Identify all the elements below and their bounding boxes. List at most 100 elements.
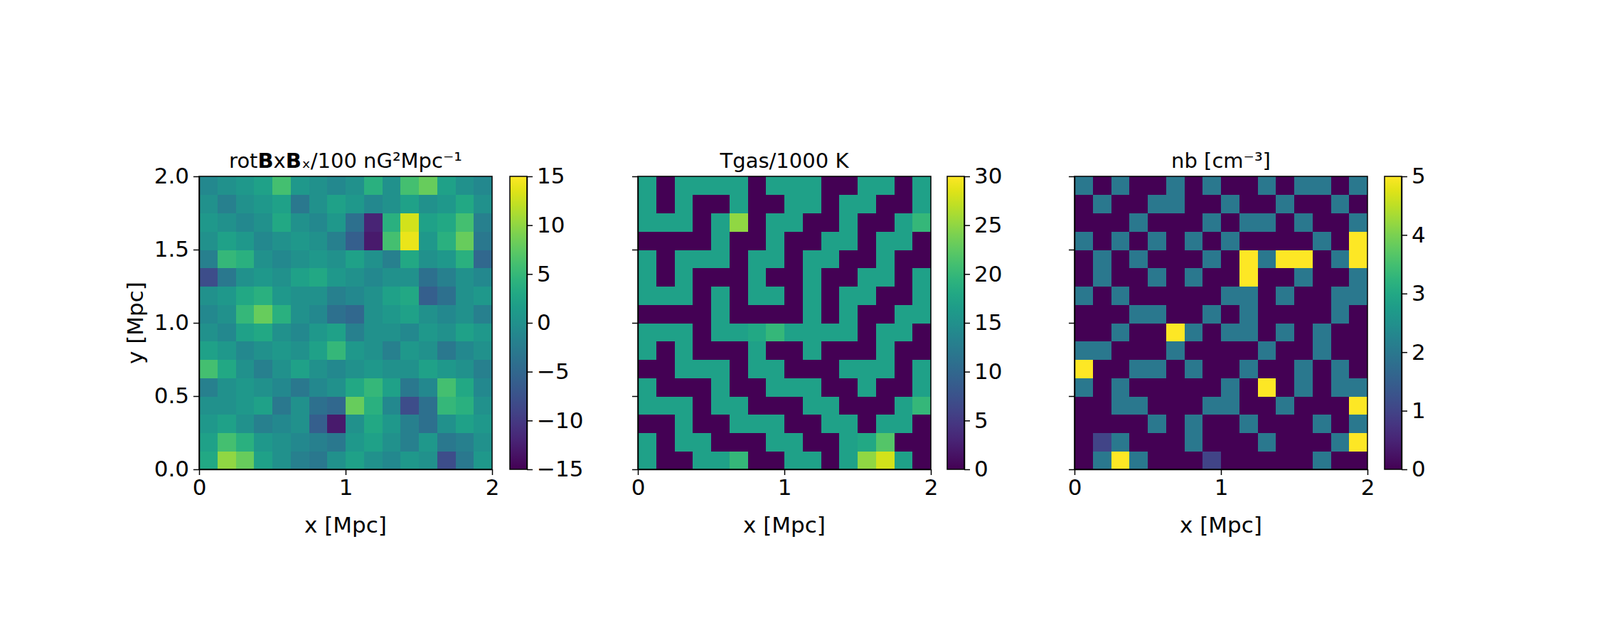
cell — [1147, 194, 1167, 214]
cell — [821, 450, 840, 470]
cell — [876, 249, 895, 269]
cell — [364, 176, 383, 195]
cell — [1312, 213, 1332, 232]
cell — [1147, 213, 1167, 232]
cell — [729, 268, 749, 287]
cell — [217, 286, 237, 306]
tick: 25 — [964, 211, 1002, 238]
tick-label: 0 — [974, 455, 989, 482]
cell — [418, 304, 438, 323]
cell — [1111, 377, 1130, 397]
cell — [1111, 286, 1130, 306]
cell — [473, 194, 493, 214]
cell — [1129, 359, 1148, 379]
cell — [839, 450, 858, 470]
cell — [1257, 450, 1277, 470]
cell — [217, 377, 237, 397]
tick-label: 1 — [1411, 397, 1426, 424]
tick-mark — [526, 273, 533, 276]
tick-mark — [526, 469, 533, 471]
cell — [912, 450, 931, 470]
cell — [418, 176, 438, 195]
cell — [473, 231, 493, 250]
cell — [748, 433, 767, 452]
tick-mark — [1401, 469, 1408, 471]
cell — [802, 304, 822, 323]
cell — [1092, 213, 1112, 232]
tick: 2 — [485, 469, 500, 500]
cell — [656, 450, 675, 470]
tick-mark — [1401, 234, 1408, 237]
cell — [839, 268, 858, 287]
cell — [473, 450, 493, 470]
cell — [1074, 396, 1093, 415]
cell — [327, 176, 346, 195]
cell — [1147, 341, 1167, 360]
x-label: x [Mpc] — [304, 512, 387, 538]
cell — [1220, 377, 1240, 397]
cell — [364, 249, 383, 269]
cell — [199, 231, 218, 250]
cell — [217, 249, 237, 269]
cell — [309, 433, 328, 452]
cell — [1184, 176, 1204, 195]
cell — [1184, 359, 1204, 379]
cell — [692, 194, 712, 214]
cell — [272, 231, 291, 250]
cell — [272, 194, 291, 214]
cell — [784, 414, 803, 434]
cell — [236, 304, 255, 323]
cell — [236, 249, 255, 269]
cell — [290, 176, 310, 195]
cell — [272, 396, 291, 415]
cell — [418, 450, 438, 470]
colorbar — [509, 176, 527, 470]
cell — [345, 377, 365, 397]
cell — [253, 377, 273, 397]
cell — [382, 414, 402, 434]
cell — [290, 341, 310, 360]
cell — [290, 450, 310, 470]
cell — [1348, 304, 1368, 323]
cell — [1257, 304, 1277, 323]
cell — [1220, 359, 1240, 379]
tick-mark — [1401, 293, 1408, 296]
cell — [765, 231, 785, 250]
cell — [784, 249, 803, 269]
cell — [345, 414, 365, 434]
cell — [1312, 450, 1332, 470]
cell — [748, 304, 767, 323]
cell — [1331, 176, 1350, 195]
cell — [1129, 194, 1148, 214]
tick-mark — [964, 176, 970, 178]
cell — [692, 176, 712, 195]
cell — [1166, 304, 1185, 323]
cell — [748, 450, 767, 470]
title-part: nb [cm⁻³] — [1171, 148, 1271, 173]
cell — [437, 268, 456, 287]
cell — [1275, 268, 1295, 287]
cell — [894, 377, 914, 397]
tick-mark — [1401, 410, 1408, 412]
tick-label: 0 — [192, 474, 207, 500]
cell — [821, 176, 840, 195]
cell — [272, 286, 291, 306]
cell — [309, 286, 328, 306]
cell — [1074, 286, 1093, 306]
cell — [765, 433, 785, 452]
title-part: x — [273, 148, 286, 173]
cell — [857, 304, 877, 323]
cell — [656, 286, 675, 306]
figure: 0120.00.51.01.52.0rotBxBₓ/100 nG²Mpc⁻¹x … — [0, 0, 1600, 640]
cell — [473, 359, 493, 379]
cell — [1294, 450, 1313, 470]
cell — [309, 304, 328, 323]
y-axis: 0.00.51.01.52.0 — [154, 162, 200, 482]
cell — [473, 176, 493, 195]
tick-label: 5 — [536, 260, 552, 287]
cell — [364, 286, 383, 306]
cell — [876, 450, 895, 470]
tick-mark — [1068, 469, 1075, 471]
cell — [839, 359, 858, 379]
cell — [1147, 322, 1167, 342]
